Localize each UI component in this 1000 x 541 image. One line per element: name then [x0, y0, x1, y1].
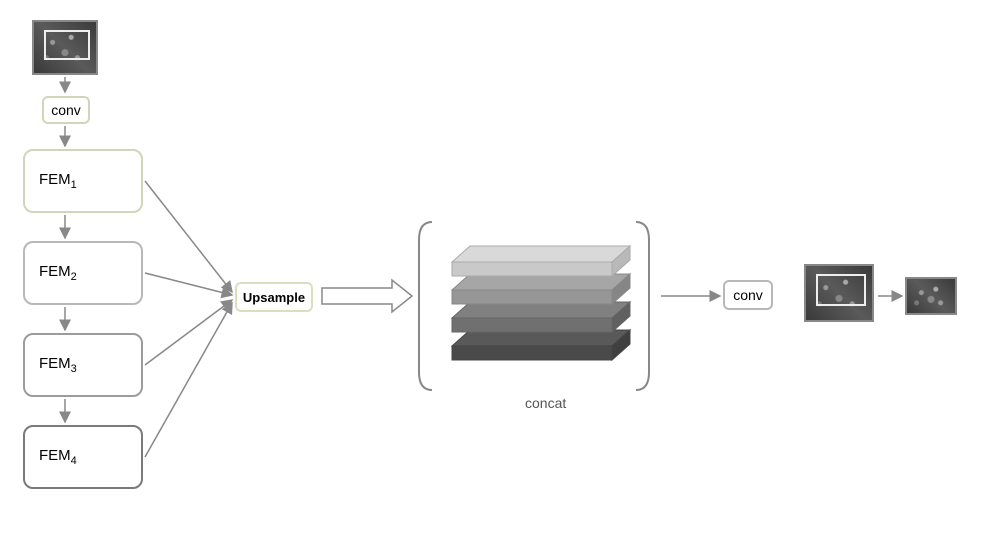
output-image-2 — [905, 277, 957, 315]
fem4-label: FEM4 — [39, 447, 77, 467]
block-arrow-icon — [322, 280, 412, 312]
fem4-block: FEM4 — [23, 425, 143, 489]
output-image-1 — [804, 264, 874, 322]
concat-caption: concat — [525, 395, 566, 411]
fem1-label: FEM1 — [39, 171, 77, 191]
upsample-label: Upsample — [243, 290, 305, 305]
conv2-label: conv — [733, 287, 763, 303]
fem2-label: FEM2 — [39, 263, 77, 283]
input-image — [32, 20, 98, 75]
fem3-block: FEM3 — [23, 333, 143, 397]
upsample-block: Upsample — [235, 282, 313, 312]
conv1-block: conv — [42, 96, 90, 124]
conv1-label: conv — [51, 102, 81, 118]
fem2-block: FEM2 — [23, 241, 143, 305]
conv2-block: conv — [723, 280, 773, 310]
fem3-label: FEM3 — [39, 355, 77, 375]
fem1-block: FEM1 — [23, 149, 143, 213]
